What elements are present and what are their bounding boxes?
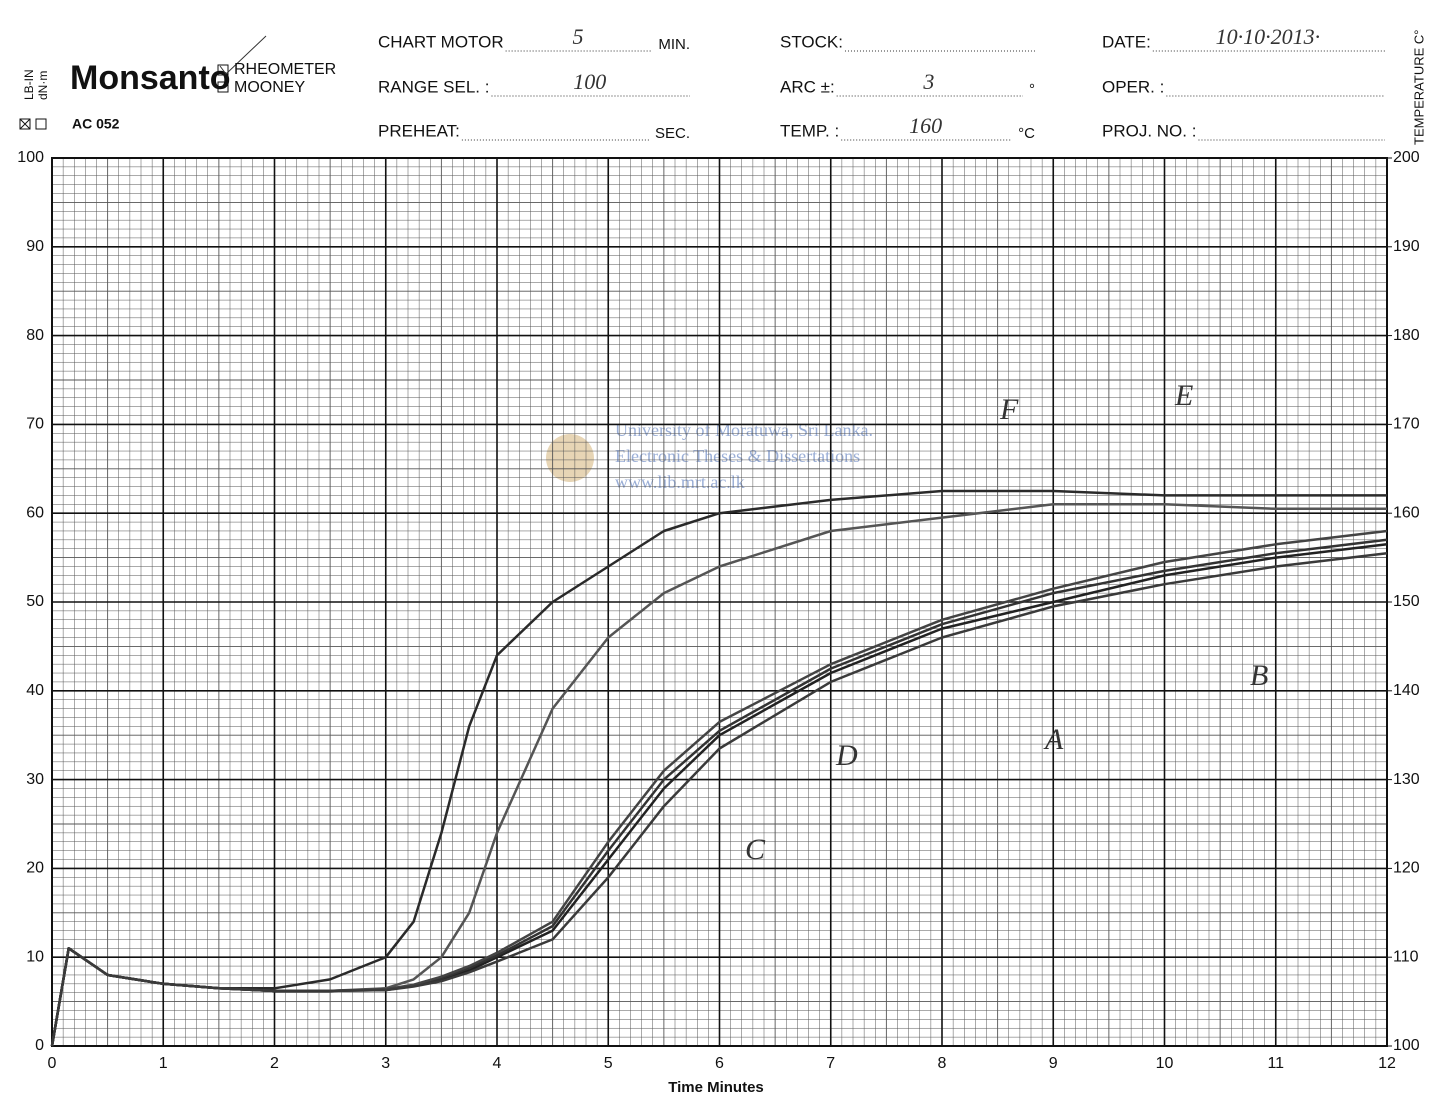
y-tick-label: 90 (26, 238, 44, 255)
series-label: C (745, 833, 766, 866)
field-suffix: SEC. (655, 125, 690, 142)
x-tick-label: 3 (381, 1055, 390, 1072)
x-tick-label: 10 (1156, 1055, 1174, 1072)
y2-tick-label: 100 (1393, 1037, 1420, 1054)
field-label: PREHEAT: (378, 121, 460, 140)
unit: dN·m (36, 71, 50, 100)
series-label: B (1250, 659, 1268, 692)
y-tick-label: 40 (26, 682, 44, 699)
x-tick-label: 4 (493, 1055, 502, 1072)
y2-tick-label: 180 (1393, 327, 1420, 344)
series-label: E (1174, 379, 1193, 412)
x-tick-label: 1 (159, 1055, 168, 1072)
field-label: RANGE SEL. : (378, 77, 489, 96)
y2-axis-label: TEMPERATURE C° (1411, 30, 1426, 145)
brand: Monsanto (70, 59, 231, 97)
watermark-text: Electronic Theses & Dissertations (615, 446, 860, 466)
y2-tick-label: 160 (1393, 504, 1420, 521)
series-line (50, 551, 1388, 1047)
field-value: 5 (572, 24, 583, 49)
model: AC 052 (72, 116, 120, 132)
y-tick-label: 30 (26, 771, 44, 788)
x-tick-label: 0 (48, 1055, 57, 1072)
x-tick-label: 9 (1049, 1055, 1058, 1072)
plot-frame (51, 157, 1388, 1047)
field-label: ARC ±: (780, 77, 835, 96)
y2-tick-label: 150 (1393, 593, 1420, 610)
y-tick-label: 100 (17, 149, 44, 166)
x-tick-label: 8 (938, 1055, 947, 1072)
y2-tick-label: 130 (1393, 771, 1420, 788)
y-tick-label: 50 (26, 593, 44, 610)
y2-tick-label: 140 (1393, 682, 1420, 699)
field-label: OPER. : (1102, 77, 1164, 96)
x-tick-label: 6 (715, 1055, 724, 1072)
x-tick-label: 7 (826, 1055, 835, 1072)
field-label: CHART MOTOR (378, 32, 504, 51)
checkbox (35, 118, 47, 130)
y-tick-label: 10 (26, 948, 44, 965)
x-tick-label: 5 (604, 1055, 613, 1072)
x-axis-label: Time Minutes (668, 1079, 764, 1096)
field-label: PROJ. NO. : (1102, 121, 1196, 140)
watermark-text: www.lib.mrt.ac.lk (615, 472, 745, 492)
field-value: 160 (909, 113, 942, 138)
y-tick-label: 70 (26, 416, 44, 433)
field-label: STOCK: (780, 32, 843, 51)
watermark-text: University of Moratuwa, Sri Lanka. (615, 420, 873, 440)
field-label: TEMP. : (780, 121, 839, 140)
grid (51, 157, 1388, 1047)
field-value: 10·10·2013· (1216, 24, 1321, 49)
y-tick-label: 0 (35, 1037, 44, 1054)
field-suffix: °C (1018, 125, 1035, 142)
series-label: A (1043, 723, 1064, 756)
series-label: D (835, 739, 858, 772)
y2-tick-label: 190 (1393, 238, 1420, 255)
field-value: 3 (922, 69, 934, 94)
mode: RHEOMETER (234, 61, 336, 78)
y-tick-label: 60 (26, 504, 44, 521)
unit: LB-IN (22, 69, 36, 100)
field-value: 100 (573, 69, 606, 94)
checkbox (217, 81, 229, 93)
y-tick-label: 20 (26, 860, 44, 877)
mode: MOONEY (234, 79, 305, 96)
watermark-logo (546, 434, 594, 482)
y2-tick-label: 200 (1393, 149, 1420, 166)
form-fields: CHART MOTOR MIN. 5 RANGE SEL. : 100 PREHEAT: S… (378, 24, 1385, 142)
y2-tick-label: 120 (1393, 860, 1420, 877)
x-tick-label: 12 (1378, 1055, 1396, 1072)
y2-tick-label: 110 (1393, 948, 1419, 965)
check (219, 35, 267, 75)
series-label: F (999, 393, 1019, 426)
checkbox (19, 118, 31, 130)
field-suffix: MIN. (658, 36, 690, 53)
checkbox (217, 64, 229, 76)
x-tick-label: 11 (1267, 1055, 1284, 1072)
x-tick-label: 2 (270, 1055, 279, 1072)
y2-tick-label: 170 (1393, 416, 1420, 433)
check (19, 118, 31, 130)
field-suffix: ° (1029, 81, 1035, 98)
y-tick-label: 80 (26, 327, 44, 344)
field-label: DATE: (1102, 32, 1151, 51)
